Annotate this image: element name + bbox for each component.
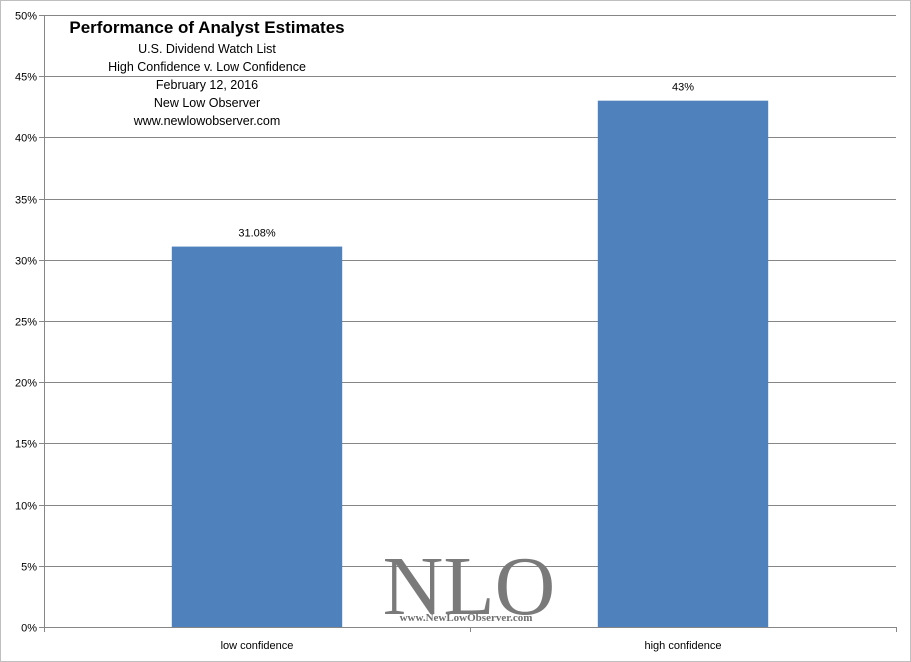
title-block: Performance of Analyst Estimates U.S. Di… — [69, 18, 344, 128]
data-label: 43% — [672, 82, 694, 94]
chart-subtitle-2: High Confidence v. Low Confidence — [108, 60, 306, 74]
y-tick-label: 5% — [21, 562, 37, 574]
y-tick-label: 25% — [15, 317, 37, 329]
watermark: NLO www.NewLowObserver.com — [383, 540, 556, 633]
chart-title: Performance of Analyst Estimates — [69, 18, 344, 37]
watermark-url: www.NewLowObserver.com — [400, 612, 533, 624]
bars — [171, 100, 769, 628]
y-tick-label: 30% — [15, 256, 37, 268]
y-tick-label: 40% — [15, 133, 37, 145]
x-tick-label: low confidence — [221, 640, 294, 652]
axes — [44, 15, 896, 632]
data-labels: 31.08% 43% — [238, 82, 694, 240]
x-tick-label: high confidence — [644, 640, 721, 652]
chart-subtitle-1: U.S. Dividend Watch List — [138, 42, 276, 56]
y-tick-label: 45% — [15, 72, 37, 84]
chart-subtitle-3: February 12, 2016 — [156, 78, 258, 92]
y-tick-label: 10% — [15, 501, 37, 513]
bar-low-confidence — [171, 246, 343, 627]
y-axis-tick-labels: 0% 5% 10% 15% 20% 25% 30% 35% 40% 45% 50% — [15, 11, 37, 635]
y-tick-label: 15% — [15, 439, 37, 451]
watermark-logo: NLO — [383, 540, 556, 633]
bar-high-confidence — [597, 100, 769, 628]
y-tick-label: 0% — [21, 623, 37, 635]
y-tick-label: 20% — [15, 378, 37, 390]
y-tick-label: 50% — [15, 11, 37, 23]
x-axis-tick-labels: low confidence high confidence — [221, 640, 722, 652]
chart-subtitle-4: New Low Observer — [154, 96, 260, 110]
y-tick-label: 35% — [15, 195, 37, 207]
data-label: 31.08% — [238, 228, 276, 240]
chart-subtitle-5: www.newlowobserver.com — [133, 114, 281, 128]
